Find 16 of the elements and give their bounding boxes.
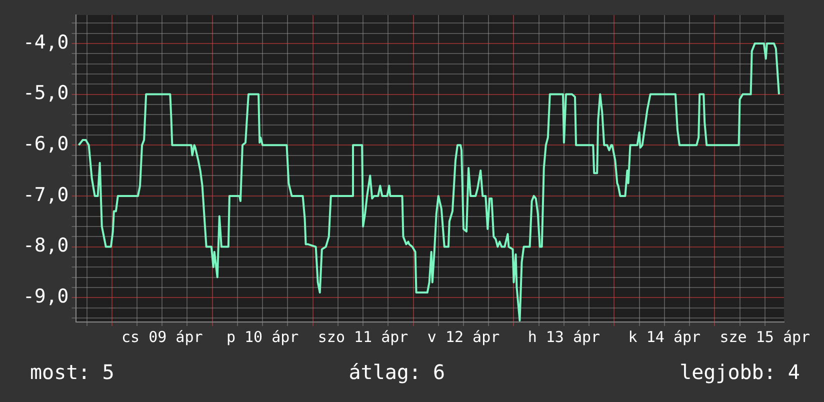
y-tick-label: -6,0 (22, 133, 69, 156)
y-tick-label: -7,0 (22, 184, 69, 206)
y-tick-label: -8,0 (22, 234, 69, 257)
x-tick-label: h 13 ápr (528, 328, 600, 346)
y-tick-label: -9,0 (22, 286, 69, 308)
x-tick-label: k 14 ápr (628, 328, 701, 346)
x-tick-label: sze 15 ápr (720, 328, 810, 346)
y-tick-label: -5,0 (22, 82, 69, 104)
text: legjobb: 4 (680, 360, 800, 384)
x-tick-label: v 12 ápr (427, 328, 500, 346)
x-tick-label: p 10 ápr (226, 328, 299, 346)
text: átlag: 6 (348, 360, 446, 384)
x-tick-label: szo 11 ápr (318, 328, 408, 346)
x-tick-label: cs 09 ápr (121, 328, 203, 346)
text: most: 5 (30, 360, 114, 384)
y-tick-label: -4,0 (22, 31, 69, 54)
